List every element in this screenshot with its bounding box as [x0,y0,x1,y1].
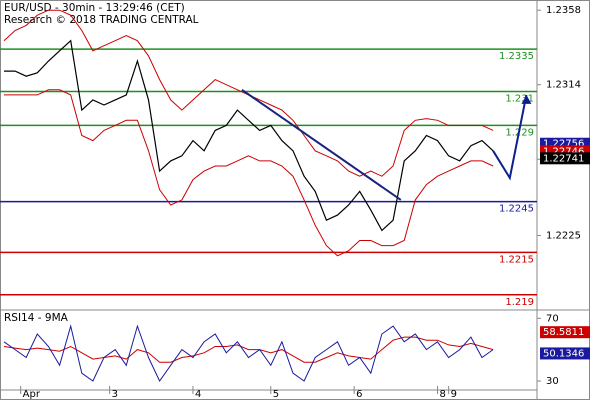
chart-subtitle: Research © 2018 TRADING CENTRAL [4,14,199,26]
x-tick-label: 8 [440,389,446,400]
level-label: 1.2335 [499,51,534,62]
last-value-label: 1.22756 [543,139,584,150]
series-line [4,89,494,257]
y-tick-label: 30 [546,376,559,387]
x-tick-label: 9 [451,389,457,400]
x-tick-label: 4 [195,389,201,400]
y-tick-label: 70 [546,313,559,324]
chart-title: EUR/USD - 30min - 13:29:46 (CET) [4,2,185,14]
series-line [492,94,528,181]
series-line [241,88,402,201]
rsi-title: RSI14 - 9MA [4,312,69,324]
last-value-box [540,326,590,339]
last-value-label: 58.5811 [543,327,584,338]
series-line [3,324,494,382]
y-tick-label: 1.2358 [546,5,581,16]
x-tick-label: 3 [112,389,118,400]
last-value-box [540,347,590,360]
forecast-arrowhead [521,94,532,104]
series-line [4,39,494,232]
level-label: 1.231 [505,93,534,104]
last-value-label: 1.22741 [543,153,584,164]
y-tick-label: 1.2314 [546,80,581,91]
last-value-label: 50.1346 [543,348,584,359]
last-value-box [540,152,590,165]
x-tick-label: Apr [23,389,41,400]
y-tick-label: 1.2225 [546,230,581,241]
x-tick-label: 6 [356,389,362,400]
last-value-label: 1.22746 [543,146,584,157]
level-label: 1.2215 [499,254,534,265]
level-label: 1.219 [505,297,534,308]
x-tick-label: 5 [273,389,279,400]
level-label: 1.2245 [499,204,534,215]
